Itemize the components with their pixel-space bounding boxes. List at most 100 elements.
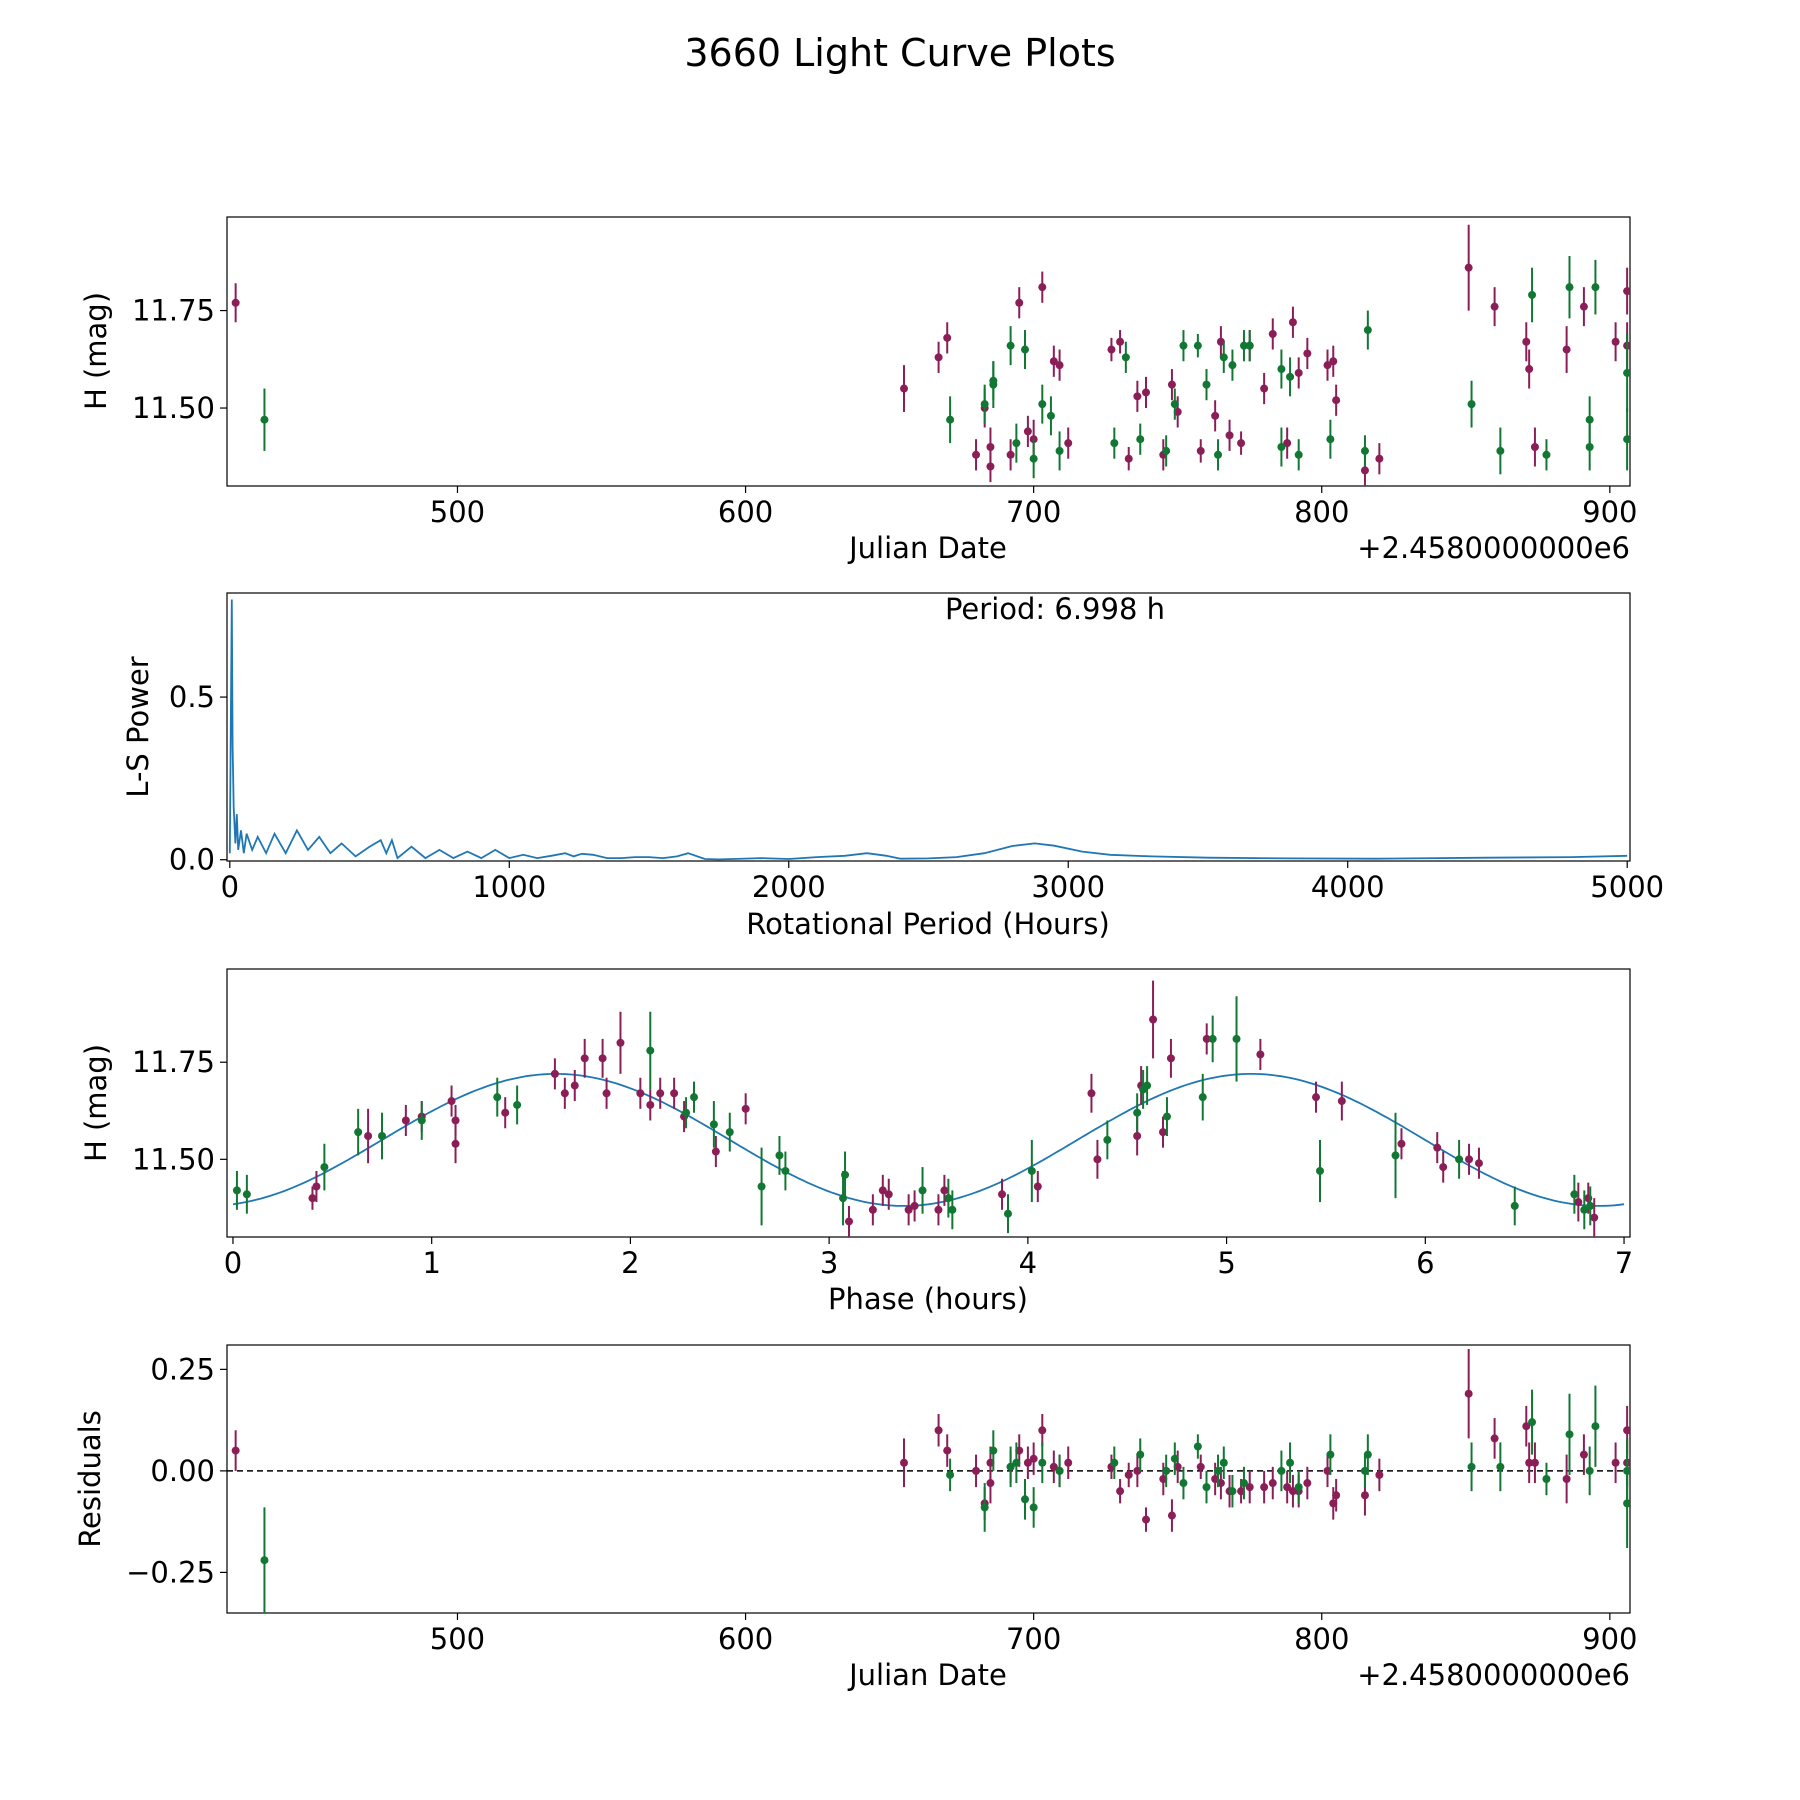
residuals-filter-b-point [1277,1466,1286,1475]
residuals-filter-b-point [1286,1458,1295,1467]
phased-plot-frame [226,968,1631,1238]
residuals-filter-a-point [231,1446,240,1455]
periodogram-x-axis-label: Rotational Period (Hours) [746,907,1110,941]
lightcurve-filter-b-point [1136,435,1145,444]
residuals-filter-b-point [1294,1483,1303,1492]
lightcurve-filter-a-point [231,298,240,307]
lightcurve-filter-a-point [1055,361,1064,370]
residuals-filter-b-point [1029,1503,1038,1512]
residuals-filter-a-point [1196,1462,1205,1471]
lightcurve-filter-a-point [1225,431,1234,440]
phased-filter-a-point [1093,1155,1102,1164]
lightcurve-filter-b-point [1012,439,1021,448]
lightcurve-x-offset-label: +2.4580000000e6 [1357,531,1630,565]
residuals-filter-a-point [1245,1483,1254,1492]
periodogram-power-line [228,599,1628,861]
phased-filter-a-point [550,1069,559,1078]
lightcurve-filter-a-point [1329,357,1338,366]
lightcurve-y-axis-label: H (mag) [79,292,113,410]
residuals-filter-b-point [1193,1442,1202,1451]
lightcurve-filter-b-point [1193,341,1202,350]
lightcurve-filter-b-point [1326,435,1335,444]
phased-x-tick-label: 7 [1615,1246,1633,1280]
residuals-x-tick-label: 500 [430,1622,485,1656]
phased-x-tick-label: 1 [422,1246,440,1280]
lightcurve-filter-a-point [1023,427,1032,436]
panel-phased: Phase (hours) H (mag) 0 1 2 3 4 5 6 7 11.50 11.75 [79,968,1633,1316]
residuals-filter-a-point [972,1466,981,1475]
residuals-filter-a-point [934,1426,943,1435]
residuals-filter-a-point [986,1479,995,1488]
residuals-filter-a-point [1038,1426,1047,1435]
residuals-filter-a-point [1303,1479,1312,1488]
phased-filter-b-point [690,1093,699,1102]
residuals-filter-a-point [900,1458,909,1467]
lightcurve-filter-b-point [1055,446,1064,455]
phased-filter-a-point [1202,1034,1211,1043]
residuals-filter-b-point [1110,1458,1119,1467]
residuals-filter-b-point [1565,1430,1574,1439]
residuals-filter-b-point [260,1556,269,1565]
lightcurve-filter-a-point [1064,439,1073,448]
lightcurve-filter-a-point [1167,380,1176,389]
lightcurve-data-layer [231,224,1630,486]
panel-lightcurve: Julian Date H (mag) +2.4580000000e6 500 6… [79,216,1638,565]
lightcurve-filter-a-point [1522,337,1531,346]
lightcurve-filter-b-point [1214,450,1223,459]
lightcurve-filter-b-point [1294,450,1303,459]
lightcurve-filter-b-point [1202,380,1211,389]
residuals-filter-a-point [1283,1483,1292,1492]
phased-filter-a-point [998,1190,1007,1199]
phased-filter-a-point [580,1054,589,1063]
periodogram-data-layer [228,599,1628,861]
phased-filter-b-point [1027,1166,1036,1175]
phased-x-tick-label: 3 [820,1246,838,1280]
phased-x-tick-label: 6 [1416,1246,1434,1280]
lightcurve-filter-a-point [1464,263,1473,272]
residuals-filter-b-point [1219,1458,1228,1467]
phased-filter-b-point [1391,1151,1400,1160]
lightcurve-filter-b-point [260,415,269,424]
phased-filter-b-point [232,1186,241,1195]
residuals-plot-frame [226,1344,1631,1614]
residuals-x-axis-label: Julian Date [847,1658,1007,1692]
phased-x-tick-label: 0 [224,1246,242,1280]
residuals-filter-b-point [1496,1462,1505,1471]
phased-filter-a-point [1166,1054,1175,1063]
phased-filter-a-point [560,1089,569,1098]
phased-filter-b-point [1003,1209,1012,1218]
residuals-filter-b-point [1239,1479,1248,1488]
lightcurve-filter-a-point [1268,329,1277,338]
lightcurve-filter-a-point [1142,388,1151,397]
phased-filter-a-point [1337,1097,1346,1106]
residuals-filter-a-point [1525,1458,1534,1467]
lightcurve-filter-a-point [1288,318,1297,327]
residuals-filter-b-point [1038,1458,1047,1467]
phased-y-tick-label: 11.50 [132,1142,215,1176]
residuals-filter-b-point [1202,1483,1211,1492]
phased-filter-b-point [354,1128,363,1137]
residuals-filter-b-point [980,1503,989,1512]
phased-y-tick-label: 11.75 [132,1045,215,1079]
residuals-filter-a-point [1490,1434,1499,1443]
lightcurve-filter-b-point [1623,368,1630,377]
phased-filter-a-point [501,1108,510,1117]
lightcurve-filter-b-point [1496,446,1505,455]
phased-filter-a-point [741,1104,750,1113]
lightcurve-filter-a-point [1124,454,1133,463]
residuals-filter-b-point [1228,1487,1237,1496]
lightcurve-x-axis-label: Julian Date [847,531,1007,565]
lightcurve-filter-b-point [1179,341,1188,350]
residuals-y-tick-label: 0.25 [150,1352,215,1386]
phased-filter-b-point [1143,1081,1152,1090]
phased-filter-b-point [1198,1093,1207,1102]
lightcurve-y-tick-label: 11.75 [132,294,215,328]
residuals-filter-a-point [1464,1389,1473,1398]
phased-filter-a-point [1397,1139,1406,1148]
lightcurve-filter-b-point [1239,341,1248,350]
phased-filter-a-point [447,1097,456,1106]
residuals-filter-a-point [1268,1479,1277,1488]
residuals-filter-b-point [1585,1466,1594,1475]
lightcurve-filter-b-point [1528,290,1537,299]
phased-filter-b-point [709,1120,718,1129]
